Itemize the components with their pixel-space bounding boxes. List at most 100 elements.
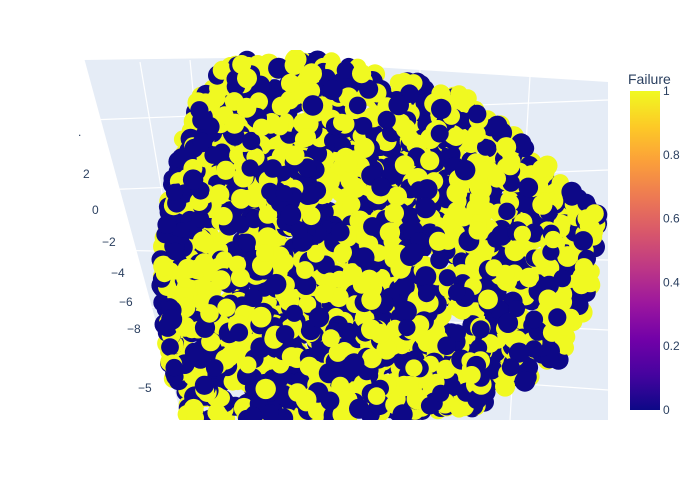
- point-failure-1[interactable]: [370, 323, 391, 344]
- point-failure-1[interactable]: [212, 60, 232, 80]
- point-failure-1[interactable]: [272, 257, 291, 275]
- point-failure-1[interactable]: [231, 188, 251, 209]
- point-failure-1[interactable]: [367, 387, 386, 405]
- point-failure-0[interactable]: [275, 185, 293, 202]
- point-failure-0[interactable]: [432, 384, 450, 402]
- point-failure-1[interactable]: [301, 206, 321, 226]
- point-failure-1[interactable]: [454, 207, 473, 227]
- point-failure-1[interactable]: [450, 400, 468, 418]
- point-failure-1[interactable]: [187, 259, 208, 280]
- point-failure-0[interactable]: [359, 79, 379, 99]
- point-failure-0[interactable]: [242, 131, 261, 151]
- point-failure-0[interactable]: [182, 169, 204, 190]
- point-failure-1[interactable]: [330, 270, 349, 288]
- point-failure-0[interactable]: [561, 181, 582, 203]
- point-failure-0[interactable]: [157, 215, 177, 235]
- point-failure-0[interactable]: [244, 288, 263, 308]
- point-failure-0[interactable]: [194, 375, 214, 395]
- point-failure-1[interactable]: [500, 156, 520, 176]
- point-failure-0[interactable]: [280, 204, 302, 226]
- point-failure-1[interactable]: [250, 306, 272, 328]
- point-failure-1[interactable]: [230, 268, 250, 288]
- point-failure-1[interactable]: [321, 329, 340, 348]
- point-failure-1[interactable]: [256, 244, 274, 262]
- point-failure-0[interactable]: [502, 174, 520, 192]
- point-failure-1[interactable]: [331, 376, 350, 395]
- point-failure-1[interactable]: [487, 169, 506, 188]
- point-failure-0[interactable]: [161, 308, 183, 330]
- point-failure-1[interactable]: [544, 230, 562, 249]
- point-failure-0[interactable]: [392, 404, 413, 424]
- point-failure-1[interactable]: [211, 270, 231, 290]
- point-failure-1[interactable]: [446, 127, 466, 146]
- point-failure-0[interactable]: [448, 324, 467, 342]
- point-failure-1[interactable]: [376, 339, 397, 360]
- point-failure-1[interactable]: [153, 255, 174, 277]
- point-failure-0[interactable]: [353, 247, 375, 268]
- point-failure-0[interactable]: [511, 133, 532, 154]
- point-failure-1[interactable]: [296, 261, 314, 279]
- point-failure-1[interactable]: [281, 347, 301, 367]
- point-failure-1[interactable]: [532, 159, 551, 179]
- scatter-points[interactable]: [151, 49, 608, 429]
- point-failure-0[interactable]: [302, 95, 324, 116]
- point-failure-1[interactable]: [495, 264, 515, 284]
- point-failure-0[interactable]: [497, 312, 519, 333]
- point-failure-1[interactable]: [462, 366, 481, 384]
- point-failure-1[interactable]: [478, 289, 498, 310]
- point-failure-0[interactable]: [548, 308, 567, 327]
- point-failure-1[interactable]: [504, 240, 526, 262]
- point-failure-1[interactable]: [479, 202, 497, 220]
- point-failure-1[interactable]: [236, 97, 257, 118]
- point-failure-0[interactable]: [454, 159, 476, 181]
- point-failure-0[interactable]: [398, 319, 416, 337]
- point-failure-1[interactable]: [394, 155, 415, 175]
- point-failure-0[interactable]: [498, 202, 516, 220]
- point-failure-0[interactable]: [487, 115, 508, 136]
- point-failure-0[interactable]: [354, 117, 373, 135]
- point-failure-0[interactable]: [237, 233, 256, 252]
- point-failure-0[interactable]: [165, 358, 183, 377]
- point-failure-1[interactable]: [328, 343, 347, 362]
- point-failure-0[interactable]: [165, 183, 184, 201]
- point-failure-1[interactable]: [239, 356, 257, 374]
- point-failure-1[interactable]: [200, 304, 219, 323]
- point-failure-1[interactable]: [208, 184, 230, 205]
- point-failure-1[interactable]: [395, 118, 416, 139]
- point-failure-0[interactable]: [275, 325, 295, 344]
- point-failure-0[interactable]: [467, 104, 487, 124]
- point-failure-0[interactable]: [302, 185, 321, 205]
- point-failure-1[interactable]: [255, 378, 276, 400]
- point-failure-0[interactable]: [229, 323, 249, 342]
- point-failure-1[interactable]: [513, 225, 532, 243]
- point-failure-0[interactable]: [166, 242, 185, 261]
- point-failure-1[interactable]: [379, 222, 401, 243]
- point-failure-1[interactable]: [577, 209, 596, 228]
- point-failure-1[interactable]: [342, 195, 361, 214]
- point-failure-1[interactable]: [361, 289, 382, 310]
- point-failure-1[interactable]: [257, 227, 279, 248]
- point-failure-1[interactable]: [405, 359, 423, 377]
- point-failure-0[interactable]: [192, 132, 213, 153]
- point-failure-0[interactable]: [518, 177, 539, 198]
- point-failure-0[interactable]: [363, 217, 382, 236]
- point-failure-1[interactable]: [557, 246, 578, 267]
- point-failure-1[interactable]: [306, 244, 325, 263]
- point-failure-1[interactable]: [495, 376, 516, 397]
- point-failure-1[interactable]: [220, 348, 239, 367]
- point-failure-0[interactable]: [430, 124, 449, 143]
- point-failure-0[interactable]: [371, 177, 391, 197]
- point-failure-1[interactable]: [446, 182, 468, 204]
- point-failure-1[interactable]: [216, 160, 236, 180]
- point-failure-1[interactable]: [299, 356, 319, 376]
- point-failure-0[interactable]: [491, 225, 512, 246]
- point-failure-0[interactable]: [573, 231, 593, 251]
- point-failure-1[interactable]: [468, 221, 487, 240]
- point-failure-1[interactable]: [538, 289, 558, 309]
- point-failure-1[interactable]: [245, 189, 265, 208]
- point-failure-0[interactable]: [416, 179, 438, 200]
- point-failure-0[interactable]: [395, 300, 417, 322]
- point-failure-0[interactable]: [377, 110, 396, 129]
- point-failure-1[interactable]: [298, 295, 317, 313]
